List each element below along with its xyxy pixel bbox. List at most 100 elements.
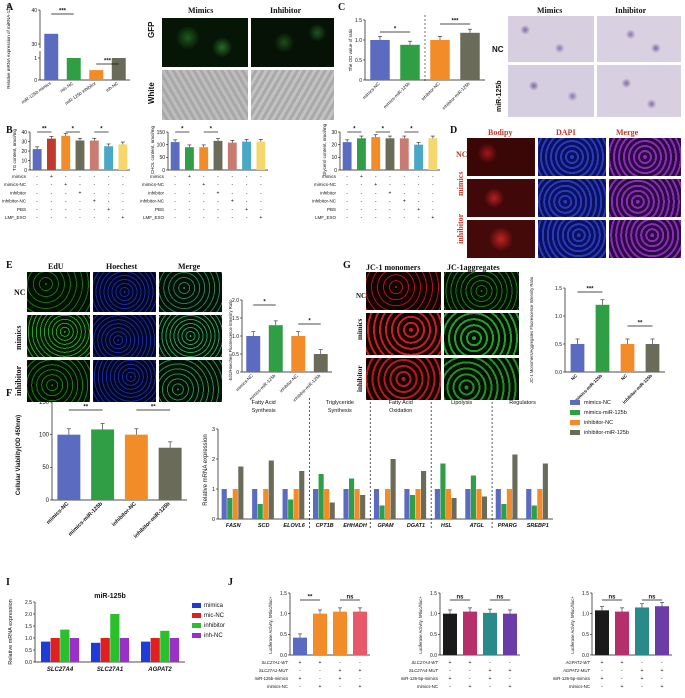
c-mir-inhibitor-image <box>597 65 681 117</box>
B3-table-row-label: inhibitor <box>320 190 336 195</box>
B2-table-cell: + <box>245 207 248 213</box>
A-category-label: inh-NC <box>105 80 120 93</box>
H-legend-swatch <box>570 410 580 415</box>
C-ytick-label: 0.5 <box>355 58 362 64</box>
B1-ytick-label: 10 <box>21 158 27 164</box>
B1-table-cell: + <box>79 190 82 196</box>
B3-table-cell: - <box>432 190 434 196</box>
B3-table-cell: - <box>403 174 405 180</box>
H-category-label: HSL <box>441 523 453 529</box>
B3-table-cell: - <box>361 207 363 213</box>
J1-table-cell: - <box>339 684 341 690</box>
C-category-label: mimics-NC <box>362 81 382 101</box>
B1-table-cell: - <box>79 182 81 188</box>
B1-table-cell: - <box>51 207 53 213</box>
J2-table-cell: + <box>509 684 512 690</box>
J1-table-row-label: miR-125b-mimics <box>255 676 288 681</box>
F-category-label: inhibitor-NC <box>111 501 138 528</box>
g-inhibitor-aggregates <box>444 358 519 400</box>
B2-table-cell: - <box>217 182 219 188</box>
e-col-edu: EdU <box>48 262 64 271</box>
e-inhibitor-merge <box>159 360 222 402</box>
J3-table-cell: + <box>641 676 644 682</box>
H-ytick-label: 3 <box>212 427 215 433</box>
F-bar-0 <box>57 434 81 500</box>
A-sig-0: *** <box>59 9 67 15</box>
H-bar-PPARG-1 <box>501 504 507 519</box>
H-bar-ATGL-3 <box>481 496 488 519</box>
J3-table-cell: + <box>641 668 644 674</box>
B3-table-cell: + <box>374 182 377 188</box>
B2-table-row-label: inhibitor <box>148 190 164 195</box>
B1-table-cell: + <box>121 215 124 221</box>
B1-bar-4 <box>89 140 99 170</box>
I-category-label: SLC27A4 <box>47 667 74 673</box>
I-ytick-label: 2.5 <box>25 600 32 606</box>
B3-table-cell: - <box>432 199 434 205</box>
J1-ytick-label: 0.0 <box>280 653 287 659</box>
H-bar-ATGL-0 <box>465 489 471 519</box>
H-bar-FASN-3 <box>238 466 244 519</box>
B2-table-cell: - <box>260 182 262 188</box>
B3-table-row-label: PBS <box>327 207 336 212</box>
panel-label-i: I <box>6 577 10 588</box>
J1-ylabel: Luciferase Activity, hRluc/hluc+ <box>268 596 273 654</box>
B3-table-cell: + <box>403 199 406 205</box>
B3-table-cell: - <box>403 215 405 221</box>
B2-table-cell: - <box>231 182 233 188</box>
e-nc-hoechest <box>93 272 156 312</box>
I-bar-AGPAT2-1 <box>150 638 160 662</box>
H-group-header: Oxidation <box>389 408 412 414</box>
e-inhibitor-edu <box>27 360 90 402</box>
J3-table-cell: + <box>601 660 604 666</box>
B1-table-row-label: inhibitor-NC <box>2 199 27 204</box>
B3-table-cell: - <box>346 174 348 180</box>
C-category-label: inhibitor-miR-125b <box>441 81 471 111</box>
d-mimics-bodipy <box>467 179 535 217</box>
G-bar-1 <box>595 304 610 372</box>
I-ytick-label: 1.0 <box>25 636 32 642</box>
J3-table-cell: + <box>601 676 604 682</box>
B3-table-cell: - <box>346 190 348 196</box>
B1-table-row-label: PBS <box>17 207 26 212</box>
B1-table-cell: - <box>93 174 95 180</box>
J1-ytick-label: 1.5 <box>280 591 287 597</box>
J2-table-cell: - <box>469 668 471 674</box>
B2-table-cell: + <box>231 199 234 205</box>
B1-table-cell: - <box>36 207 38 213</box>
J3-table-row-label: AGPAT2-WT <box>565 660 591 665</box>
E-sig-0: * <box>263 300 266 306</box>
a-gfp-inhibitor-image <box>251 18 334 67</box>
A-ytick-label: 1 <box>34 56 37 62</box>
B1-table-cell: - <box>79 199 81 205</box>
B3-table-cell: - <box>432 182 434 188</box>
B3-table-cell: + <box>431 215 434 221</box>
B2-table-cell: - <box>217 215 219 221</box>
panel-label-g: G <box>343 260 351 271</box>
B2-bar-6 <box>256 141 266 170</box>
H-category-label: DGAT1 <box>407 523 425 529</box>
B2-table-cell: + <box>188 174 191 180</box>
J1-table-cell: - <box>299 668 301 674</box>
H-bar-DGAT1-2 <box>415 489 421 519</box>
B2-bar-0 <box>170 142 180 170</box>
J2-table-cell: + <box>489 676 492 682</box>
B2-bar-3 <box>213 140 223 170</box>
B3-table-cell: - <box>389 215 391 221</box>
G-sig-0: *** <box>586 287 594 293</box>
J3-table-cell: - <box>661 660 663 666</box>
B1-table-row-label: LMF_EXO <box>5 215 27 220</box>
H-bar-FASN-0 <box>221 489 227 519</box>
C-bar-2 <box>430 40 450 80</box>
J3-bar-2 <box>635 607 649 655</box>
B2-table-cell: - <box>174 207 176 213</box>
B1-table-cell: - <box>65 215 67 221</box>
g-mimics-aggregates <box>444 313 519 355</box>
B1-ytick-label: 20 <box>21 149 27 155</box>
A-bar-3 <box>111 58 126 80</box>
J3-ytick-label: 0.5 <box>582 632 589 638</box>
e-col-hoechest: Hoechest <box>106 262 138 271</box>
J1-ytick-label: 1.0 <box>280 611 287 617</box>
H-ytick-label: 0 <box>212 517 215 523</box>
C-bar-0 <box>370 40 390 80</box>
